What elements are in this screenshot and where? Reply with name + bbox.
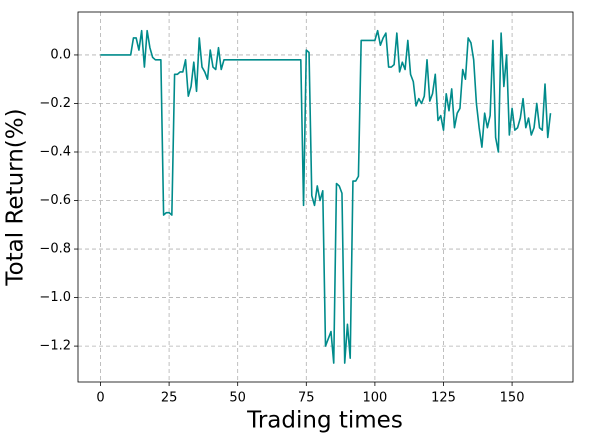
x-tick-label: 75 bbox=[298, 391, 315, 406]
x-tick-label: 0 bbox=[96, 391, 104, 406]
x-tick-label: 100 bbox=[362, 391, 387, 406]
x-tick-label: 50 bbox=[229, 391, 246, 406]
x-tick-label: 150 bbox=[500, 391, 525, 406]
y-tick-label: −0.6 bbox=[39, 193, 71, 208]
x-axis-label: Trading times bbox=[246, 408, 403, 434]
y-tick-label: −0.2 bbox=[39, 96, 71, 111]
y-tick-label: −1.0 bbox=[39, 290, 71, 305]
plot-frame bbox=[77, 11, 574, 383]
y-tick-label: 0.0 bbox=[50, 47, 71, 62]
y-tick-label: −1.2 bbox=[39, 339, 71, 354]
x-tick-label: 25 bbox=[161, 391, 178, 406]
y-axis-label: Total Return(%) bbox=[3, 108, 29, 286]
y-tick-label: −0.8 bbox=[39, 242, 71, 257]
line bbox=[100, 29, 552, 364]
y-tick-label: −0.4 bbox=[39, 144, 71, 159]
x-tick-label: 125 bbox=[431, 391, 456, 406]
